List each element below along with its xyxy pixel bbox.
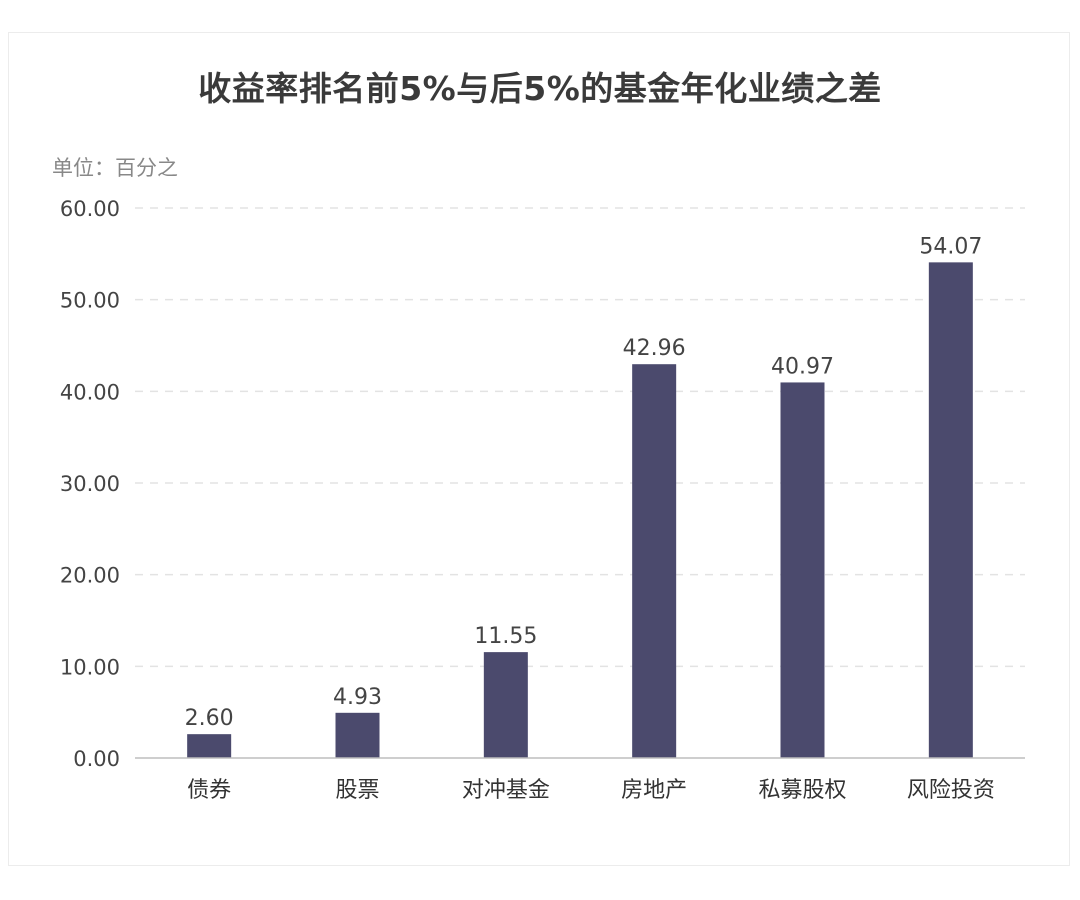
bar (780, 382, 825, 758)
bar (187, 734, 232, 758)
category-label: 风险投资 (907, 778, 995, 803)
value-label: 11.55 (474, 624, 537, 649)
bar (928, 262, 973, 758)
value-label: 2.60 (185, 706, 234, 731)
value-label: 4.93 (333, 685, 382, 710)
y-tick-label: 20.00 (60, 564, 120, 588)
value-labels: 2.60 4.93 11.55 42.96 40.97 54.07 (185, 234, 983, 731)
category-label: 对冲基金 (462, 778, 550, 803)
value-label: 42.96 (623, 336, 686, 361)
bars (187, 262, 973, 758)
y-axis-ticks: 0.00 10.00 20.00 30.00 40.00 50.00 60.00 (60, 197, 120, 771)
y-tick-label: 10.00 (60, 655, 120, 679)
category-label: 私募股权 (758, 778, 846, 803)
y-tick-label: 40.00 (60, 380, 120, 404)
category-label: 股票 (335, 778, 379, 803)
value-label: 54.07 (919, 234, 982, 259)
value-label: 40.97 (771, 354, 834, 379)
unit-label: 单位：百分之 (52, 156, 178, 180)
bar (335, 712, 380, 758)
bar (483, 652, 528, 758)
grid-lines (135, 207, 1025, 668)
y-tick-label: 30.00 (60, 472, 120, 496)
y-tick-label: 60.00 (60, 197, 120, 221)
chart-card (8, 32, 1070, 866)
category-label: 债券 (187, 778, 231, 803)
y-tick-label: 50.00 (60, 289, 120, 313)
bar (632, 364, 677, 758)
chart-title: 收益率排名前5%与后5%的基金年化业绩之差 (198, 69, 882, 108)
x-axis-categories: 债券 股票 对冲基金 房地产 私募股权 风险投资 (187, 778, 995, 803)
category-label: 房地产 (621, 778, 687, 803)
y-tick-label: 0.00 (73, 747, 120, 771)
